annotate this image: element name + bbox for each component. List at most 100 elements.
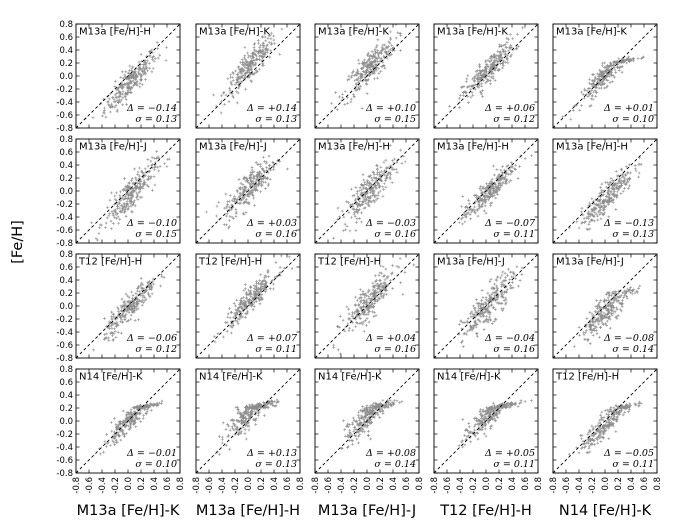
panel-label: M13a [Fe/H]-K <box>318 27 389 38</box>
y-tick-label: 0.0 <box>59 417 73 427</box>
sigma-value: σ = 0.11 <box>493 229 535 240</box>
y-tick-label: 0.6 <box>59 148 73 158</box>
column-x-label: N14 [Fe/H]-K <box>559 503 652 519</box>
y-tick-label: -0.6 <box>56 111 73 121</box>
sigma-value: σ = 0.11 <box>612 459 654 470</box>
y-tick-label: -0.2 <box>56 85 73 95</box>
sigma-value: σ = 0.14 <box>612 344 654 355</box>
y-tick-label: 0.0 <box>59 72 73 82</box>
panel-label: N14 [Fe/H]-K <box>437 372 501 383</box>
y-tick-label: 0.4 <box>59 161 73 171</box>
y-tick-label: -0.8 <box>56 124 73 134</box>
y-tick-label: 0.6 <box>59 263 73 273</box>
y-tick-label: 0.4 <box>59 46 73 56</box>
x-tick-label: -0.2 <box>350 477 360 494</box>
x-tick-label: 0.8 <box>653 477 663 491</box>
sigma-value: σ = 0.16 <box>374 344 416 355</box>
x-tick-label: 0.4 <box>389 477 399 491</box>
x-tick-label: 0.6 <box>163 477 173 491</box>
scatter-points <box>457 265 524 349</box>
scatter-points <box>92 273 166 352</box>
scatter-points <box>567 156 643 232</box>
sigma-value: σ = 0.13 <box>255 459 297 470</box>
scatter-points <box>84 41 169 120</box>
panel-label: M13a [Fe/H]-J <box>79 142 147 153</box>
one-to-one-line <box>433 23 539 129</box>
sigma-value: σ = 0.13 <box>135 114 177 125</box>
sigma-value: σ = 0.13 <box>612 229 654 240</box>
delta-value: Δ = −0.06 <box>126 333 177 344</box>
one-to-one-line <box>195 368 301 474</box>
y-tick-label: -0.2 <box>56 430 73 440</box>
scatter-points <box>212 27 284 115</box>
scatter-points <box>572 284 642 348</box>
x-tick-label: -0.6 <box>324 477 334 494</box>
sigma-value: σ = 0.16 <box>374 229 416 240</box>
y-tick-label: -0.8 <box>56 469 73 479</box>
panel-label: M13a [Fe/H]-H <box>79 27 151 38</box>
x-tick-label: 0.4 <box>150 477 160 491</box>
panel-3-5: M13a [Fe/H]-J Δ = −0.08σ = 0.14 <box>552 253 658 359</box>
x-tick-label: 0.6 <box>402 477 412 491</box>
panel-label: M13a [Fe/H]-J <box>556 257 624 268</box>
panel-2-4: M13a [Fe/H]-H Δ = −0.07σ = 0.11 <box>433 138 539 244</box>
scatter-points <box>331 144 407 240</box>
panel-4-4: -0.8 -0.6 -0.4 -0.2 0.0 0.2 0.4 0.6 0.8 N14 [Fe/H… <box>430 368 544 494</box>
panel-1-1: -0.8 -0.6 -0.4 -0.2 0.0 0.2 0.4 0.6 0.8 M13a [Fe/… <box>56 20 181 134</box>
scatter-points <box>457 399 533 449</box>
panel-label: M13a [Fe/H]-J <box>437 257 505 268</box>
x-tick-label: 0.4 <box>270 477 280 491</box>
delta-value: Δ = −0.10 <box>126 218 177 229</box>
column-x-label: M13a [Fe/H]-K <box>77 503 180 519</box>
sigma-value: σ = 0.15 <box>374 114 416 125</box>
panel-label: M13a [Fe/H]-K <box>437 27 508 38</box>
scatter-points <box>448 26 525 109</box>
x-tick-label: -0.2 <box>231 477 241 494</box>
x-tick-label: 0.8 <box>534 477 544 491</box>
x-tick-label: 0.8 <box>296 477 306 491</box>
delta-value: Δ = −0.14 <box>126 103 177 114</box>
y-tick-label: 0.0 <box>59 302 73 312</box>
sigma-value: σ = 0.14 <box>374 459 416 470</box>
one-to-one-line <box>75 23 181 129</box>
y-tick-label: 0.8 <box>59 365 73 375</box>
scatter-points <box>212 254 294 344</box>
panel-label: N14 [Fe/H]-K <box>199 372 263 383</box>
one-to-one-line <box>195 138 301 244</box>
scatter-points <box>340 398 404 450</box>
x-tick-label: 0.0 <box>363 477 373 491</box>
x-tick-label: 0.4 <box>508 477 518 491</box>
one-to-one-line <box>433 253 539 359</box>
sigma-value: σ = 0.12 <box>493 114 535 125</box>
one-to-one-line <box>314 23 420 129</box>
y-tick-label: -0.6 <box>56 226 73 236</box>
one-to-one-line <box>433 368 539 474</box>
x-tick-label: 0.6 <box>521 477 531 491</box>
y-tick-label: -0.4 <box>56 328 73 338</box>
panel-3-3: T12 [Fe/H]-H Δ = +0.04σ = 0.16 <box>314 253 420 359</box>
x-tick-label: 0.2 <box>137 477 147 491</box>
panel-3-4: M13a [Fe/H]-J Δ = −0.04σ = 0.16 <box>433 253 539 359</box>
x-tick-label: 0.6 <box>283 477 293 491</box>
one-to-one-line <box>552 368 658 474</box>
delta-value: Δ = −0.07 <box>484 218 536 229</box>
sigma-value: σ = 0.13 <box>255 114 297 125</box>
scatter-points <box>97 399 164 456</box>
y-tick-label: 0.8 <box>59 135 73 145</box>
x-tick-label: -0.6 <box>443 477 453 494</box>
x-tick-label: -0.6 <box>562 477 572 494</box>
column-x-labels: M13a [Fe/H]-K M13a [Fe/H]-H M13a [Fe/H]-J T… <box>77 503 652 519</box>
delta-value: Δ = −0.01 <box>126 448 177 459</box>
sigma-value: σ = 0.11 <box>493 459 535 470</box>
panel-2-1: -0.8 -0.6 -0.4 -0.2 0.0 0.2 0.4 0.6 0.8 M13a [Fe/… <box>56 135 181 249</box>
panel-4-2: -0.8 -0.6 -0.4 -0.2 0.0 0.2 0.4 0.6 0.8 N14 [Fe/H… <box>192 368 306 494</box>
x-tick-label: 0.4 <box>627 477 637 491</box>
x-tick-label: 0.2 <box>614 477 624 491</box>
panel-1-4: M13a [Fe/H]-K Δ = +0.06σ = 0.12 <box>433 23 539 129</box>
one-to-one-line <box>552 23 658 129</box>
one-to-one-line <box>552 253 658 359</box>
panel-label: T12 [Fe/H]-H <box>78 257 142 268</box>
y-tick-label: -0.8 <box>56 239 73 249</box>
